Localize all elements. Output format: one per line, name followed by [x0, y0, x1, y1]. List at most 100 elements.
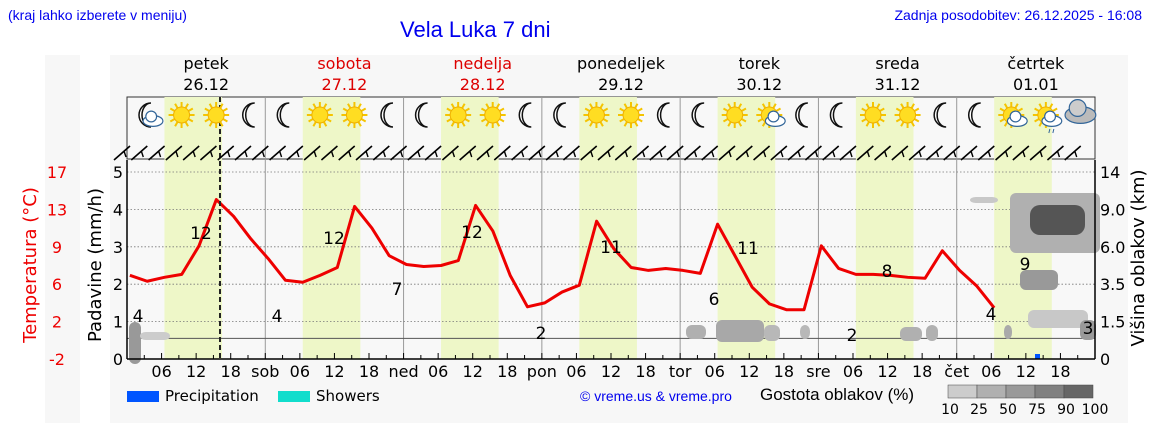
daylight-band [164, 97, 223, 359]
wind-barb-icon [355, 145, 373, 161]
day-date: 27.12 [322, 75, 368, 94]
moon-icon [656, 102, 670, 128]
x-tick-label: 06 [428, 362, 448, 381]
daylight-band [855, 97, 914, 359]
cloud-icon [1064, 98, 1097, 124]
precip-tick-label: 2 [113, 275, 123, 294]
last-update: Zadnja posodobitev: 26.12.2025 - 16:08 [894, 7, 1142, 23]
copyright-link[interactable]: © vreme.us & vreme.pro [580, 388, 732, 404]
sun-icon [618, 102, 644, 128]
day-name: petek [183, 54, 229, 73]
wind-barb-icon [580, 145, 598, 161]
wind-barb-icon [562, 145, 580, 161]
wind-barb-icon [804, 145, 822, 161]
cloud-blob [140, 332, 170, 340]
temperature-extreme-label: 2 [847, 326, 858, 346]
wind-barb-icon [424, 145, 442, 161]
sun-icon [168, 102, 195, 128]
wind-barb-icon [459, 145, 477, 161]
day-name: torek [739, 54, 781, 73]
x-tick-label: 06 [981, 362, 1001, 381]
day-date: 29.12 [598, 75, 644, 94]
cloud-height-tick-label: 1.5 [1100, 313, 1125, 332]
cloud-blob [1004, 325, 1012, 339]
moon-icon [414, 102, 428, 128]
temperature-tick-label: 13 [47, 200, 67, 219]
x-tick-label: 18 [774, 362, 794, 381]
wind-barb-icon [632, 145, 650, 161]
x-tick-label: čet [944, 362, 969, 381]
wind-barb-icon [251, 145, 269, 161]
legend-precipitation: Precipitation [127, 387, 259, 405]
wind-barb-icon [1029, 145, 1047, 161]
density-tick-label: 90 [1057, 402, 1075, 418]
wind-barb-icon [441, 145, 459, 161]
x-tick-label: tor [669, 362, 692, 381]
density-swatch [976, 384, 1007, 399]
wind-barb-icon [597, 145, 615, 161]
cloud-height-tick-label: 9.0 [1100, 200, 1125, 219]
density-swatch [947, 384, 978, 399]
temperature-extreme-label: 3 [1083, 319, 1094, 339]
wind-barb-icon [476, 145, 494, 161]
cloud-blob [800, 325, 810, 339]
day-date: 31.12 [875, 75, 921, 94]
x-tick-label: 12 [324, 362, 344, 381]
sun-icon [445, 102, 472, 128]
temperature-tick-label: 2 [52, 313, 62, 332]
wind-barb-icon [199, 145, 217, 161]
wind-barb-icon [269, 145, 287, 161]
cloud-density-title: Gostota oblakov (%) [760, 385, 915, 404]
wind-barb-icon [217, 145, 235, 161]
x-tick-label: 12 [739, 362, 759, 381]
day-name: četrtek [1007, 54, 1065, 73]
wind-barb-icon [303, 145, 321, 161]
wind-barb-icon [822, 145, 840, 161]
wind-barb-icon [320, 145, 338, 161]
wind-barb-icon [511, 145, 529, 161]
cloud-blob [716, 320, 764, 342]
precipitation-bar [1035, 354, 1040, 359]
x-tick-label: 06 [843, 362, 863, 381]
wind-barb-icon [545, 145, 563, 161]
cloud-blob [1028, 310, 1088, 328]
x-tick-label: 12 [1016, 362, 1036, 381]
daylight-band [717, 97, 776, 359]
x-tick-label: 18 [497, 362, 517, 381]
cloud-blob [129, 322, 141, 364]
day-name: ponedeljek [577, 54, 666, 73]
sun-icon [860, 102, 886, 128]
wind-barb-icon [182, 145, 200, 161]
day-name: sreda [875, 54, 919, 73]
x-tick-label: sre [806, 362, 830, 381]
x-tick-label: 18 [912, 362, 932, 381]
temperature-extreme-label: 11 [737, 239, 759, 259]
wind-barb-icon [891, 145, 909, 161]
density-tick-label: 75 [1028, 402, 1046, 418]
temperature-axis-panel [45, 55, 80, 423]
x-tick-label: sob [251, 362, 279, 381]
showers-swatch [278, 391, 310, 402]
wind-barb-icon [735, 145, 753, 161]
cloud-blob [1080, 320, 1096, 340]
x-tick-label: ned [389, 362, 419, 381]
cloud-height-tick-label: 0 [1100, 350, 1110, 369]
moon-icon [380, 102, 394, 128]
x-tick-label: 18 [221, 362, 241, 381]
density-swatch [1005, 384, 1036, 399]
wind-barb-icon [683, 145, 701, 161]
temperature-tick-label: 9 [52, 238, 62, 257]
cloud-blob [970, 197, 998, 203]
moon-icon [241, 102, 255, 128]
temperature-tick-label: 17 [47, 163, 67, 182]
temperature-extreme-label: 4 [986, 305, 997, 325]
x-tick-label: 18 [359, 362, 379, 381]
cloud-blob [926, 325, 938, 341]
wind-barb-icon [407, 145, 425, 161]
precip-tick-label: 4 [113, 200, 123, 219]
x-tick-label: 06 [705, 362, 725, 381]
cloud-blob [1030, 205, 1085, 235]
wind-barb-icon [338, 145, 356, 161]
wind-barb-icon [770, 145, 788, 161]
